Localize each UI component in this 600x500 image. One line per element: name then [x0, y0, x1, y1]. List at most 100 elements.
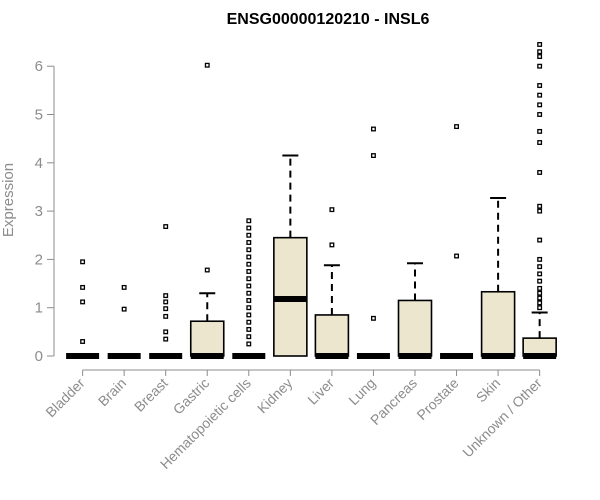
y-tick-label: 3	[35, 203, 43, 220]
box-group-brain	[107, 284, 141, 359]
outlier-point	[537, 203, 543, 209]
box-group-gastric	[189, 62, 225, 359]
outlier-point	[537, 290, 543, 296]
y-tick-label: 4	[35, 155, 43, 172]
outlier-point	[454, 253, 459, 259]
box-group-hematopoietic-cells	[232, 218, 266, 359]
outlier-point	[121, 284, 127, 290]
box-group-pancreas	[397, 262, 433, 359]
x-tick-label: Kidney	[254, 375, 296, 417]
outlier-point	[537, 305, 543, 311]
outlier-point	[246, 261, 252, 267]
outlier-point	[80, 259, 86, 265]
outlier-point	[246, 312, 252, 318]
y-tick-label: 6	[35, 58, 43, 75]
x-tick-label: Liver	[304, 375, 337, 408]
outlier-point	[537, 92, 543, 98]
box-group-prostate	[440, 124, 474, 359]
outlier-point	[537, 112, 543, 117]
box-body	[314, 314, 350, 357]
outlier-point	[537, 264, 543, 270]
box-body	[189, 320, 225, 357]
outlier-point	[163, 336, 169, 342]
median-bar	[398, 353, 432, 359]
median-bar	[440, 353, 474, 359]
outlier-point	[537, 278, 543, 284]
box-group-unknown-other	[522, 42, 557, 359]
median-bar	[149, 353, 183, 359]
outlier-point	[246, 290, 252, 296]
outlier-point	[163, 329, 169, 335]
outlier-point	[163, 299, 169, 305]
outlier-point	[246, 225, 252, 231]
outlier-point	[246, 305, 252, 311]
outlier-point	[537, 208, 543, 214]
outlier-point	[163, 293, 169, 299]
outlier-point	[537, 54, 543, 59]
outlier-point	[246, 276, 252, 282]
box-group-skin	[480, 197, 516, 359]
outlier-point	[537, 170, 543, 175]
outlier-point	[329, 207, 335, 213]
outlier-point	[246, 247, 252, 253]
chart-title: ENSG00000120210 - INSL6	[227, 11, 430, 28]
outlier-point	[537, 285, 543, 291]
median-bar	[481, 353, 515, 359]
outlier-point	[537, 83, 543, 88]
outlier-point	[329, 242, 335, 248]
y-tick-label: 5	[35, 107, 43, 124]
outlier-point	[246, 341, 252, 347]
outlier-point	[80, 284, 86, 290]
outlier-point	[204, 267, 210, 273]
y-axis-label: Expression	[0, 163, 17, 237]
y-tick-label: 1	[35, 300, 43, 317]
median-bar	[315, 353, 349, 359]
median-bar	[190, 353, 224, 359]
outlier-point	[246, 254, 252, 260]
box-group-liver	[314, 207, 350, 359]
x-tick-label: Lung	[345, 375, 378, 408]
x-tick-label: Bladder	[42, 375, 88, 421]
boxes-layer	[66, 42, 557, 359]
outlier-point	[246, 298, 252, 303]
y-tick-label: 0	[35, 348, 43, 365]
outlier-point	[121, 306, 127, 312]
x-tick-label: Brain	[95, 375, 129, 409]
outlier-point	[80, 299, 86, 305]
x-tick-label: Prostate	[413, 375, 461, 423]
outlier-point	[537, 271, 543, 277]
outlier-point	[370, 126, 376, 132]
outlier-point	[163, 313, 169, 319]
outlier-point	[246, 334, 252, 340]
outlier-point	[454, 124, 459, 130]
box-group-breast	[149, 224, 183, 359]
box-group-bladder	[66, 259, 100, 359]
box-group-kidney	[273, 154, 308, 357]
outlier-point	[163, 306, 169, 312]
outlier-point	[246, 218, 252, 224]
y-axis: 0 1 2 3 4 5 6	[35, 58, 55, 365]
median-bar	[107, 353, 141, 359]
median-bar	[273, 296, 307, 303]
median-bar	[523, 353, 557, 359]
outlier-point	[246, 319, 252, 325]
outlier-point	[246, 326, 252, 332]
median-bar	[66, 353, 100, 359]
x-tick-label: Skin	[473, 375, 504, 406]
outlier-point	[246, 232, 252, 238]
outlier-point	[537, 237, 543, 243]
outlier-point	[537, 49, 543, 55]
box-group-lung	[356, 126, 390, 359]
outlier-point	[537, 102, 543, 108]
box-body	[480, 290, 516, 357]
outlier-point	[246, 269, 252, 274]
outlier-point	[537, 42, 543, 47]
x-tick-label: Breast	[131, 375, 171, 415]
outlier-point	[537, 140, 543, 145]
outlier-point	[537, 295, 543, 301]
outlier-point	[370, 315, 376, 321]
outlier-point	[537, 63, 543, 69]
outlier-point	[537, 256, 543, 262]
